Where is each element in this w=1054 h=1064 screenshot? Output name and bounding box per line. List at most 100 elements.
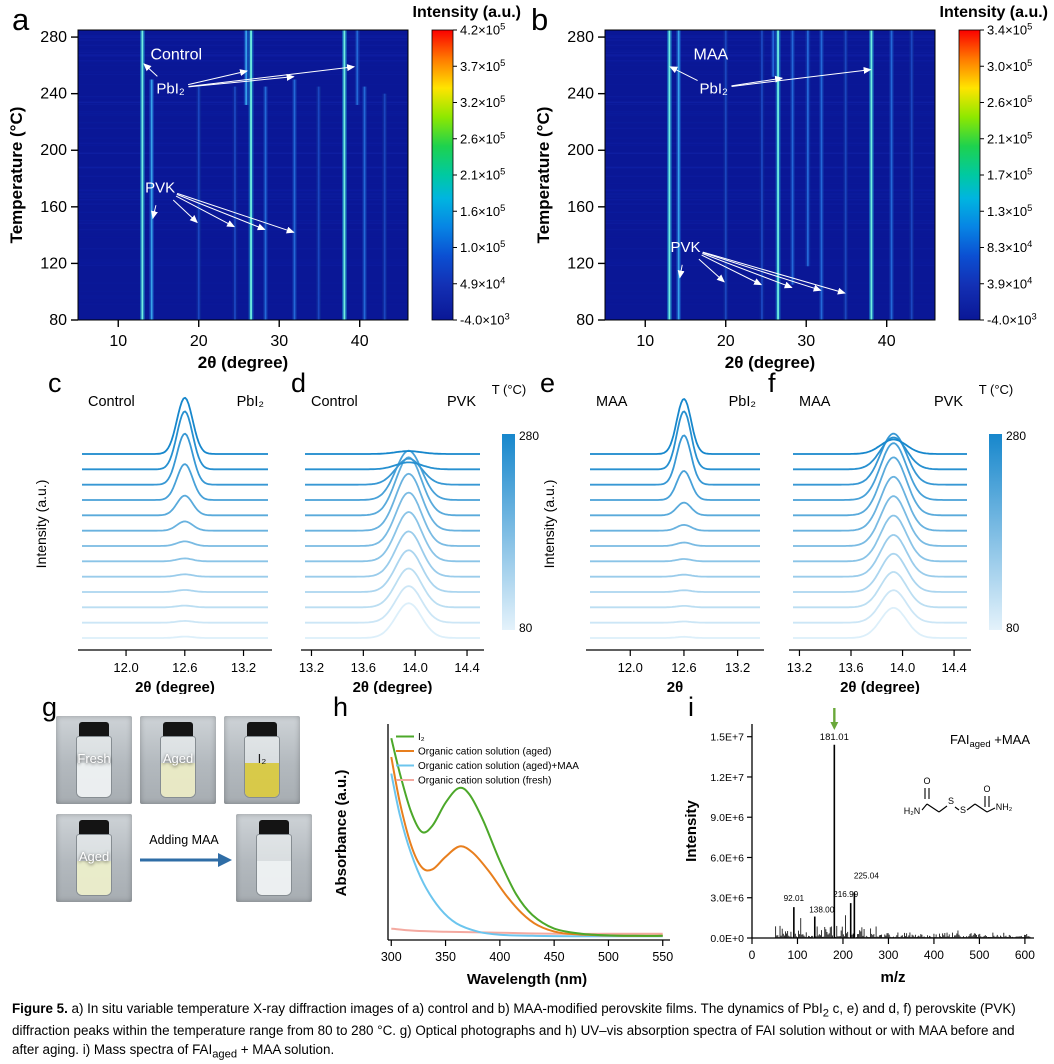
photo-label-aged: Aged xyxy=(162,751,194,767)
xrd-curve xyxy=(305,530,480,578)
y-tick-label: 280 xyxy=(40,29,67,46)
annotation-arrow xyxy=(731,75,784,87)
panel-letter-c: c xyxy=(48,368,62,398)
diffraction-line xyxy=(234,86,236,321)
vial-cap xyxy=(79,722,109,737)
x-tick-label: 40 xyxy=(351,333,369,350)
x-tick-label: 350 xyxy=(435,950,456,964)
diffraction-line xyxy=(844,30,847,320)
colorbar-tick-label: 8.3×104 xyxy=(987,239,1032,255)
xrd-curve xyxy=(793,571,967,609)
legend-label: Organic cation solution (aged) xyxy=(418,747,551,758)
caption-text-2: c, e) and d, f) perovskite (PVK) diffrac… xyxy=(12,1001,1016,1057)
annotation-label: PVK xyxy=(145,180,175,197)
diffraction-line xyxy=(141,30,144,320)
stack-control-pbi2-panel: 12.0 12.6 13.2 2θ (degree) Control PbI₂ Intens… xyxy=(30,378,275,694)
y-axis-label: Absorbance (a.u.) xyxy=(333,770,350,897)
xrd-curve xyxy=(590,541,760,547)
svg-text:O: O xyxy=(923,776,930,786)
xrd-curve xyxy=(82,604,268,609)
xrd-curve xyxy=(82,635,268,639)
photo-i2-vial: I₂ xyxy=(224,716,300,804)
colorbar-tick-label: -4.0×103 xyxy=(987,312,1037,328)
diffraction-line xyxy=(761,30,763,320)
heatmap-plot-area xyxy=(78,30,408,320)
legend-label: I₂ xyxy=(418,732,425,743)
vial-cap xyxy=(247,722,277,737)
figure-caption: Figure 5. a) In situ variable temperatur… xyxy=(12,1000,1044,1063)
annotation-arrow xyxy=(677,264,685,279)
xrd-curve xyxy=(793,495,967,547)
x-tick-label: 400 xyxy=(924,948,944,962)
sample-label: Control xyxy=(311,394,358,410)
caption-sub-2: aged xyxy=(212,1048,238,1061)
xrd-curve xyxy=(793,438,967,455)
annotation-arrow xyxy=(175,195,236,228)
panel-letter-f: f xyxy=(768,368,776,398)
caption-text-1: a) In situ variable temperature X-ray di… xyxy=(67,1001,823,1016)
xrd-curve xyxy=(305,491,480,547)
sample-label: MAA xyxy=(799,394,831,410)
colorbar-title: T (°C) xyxy=(979,382,1014,397)
photo-label-fresh: Fresh xyxy=(77,751,111,767)
xrd-curve xyxy=(590,434,760,486)
phase-label: PVK xyxy=(447,394,476,410)
diffraction-line xyxy=(724,30,727,320)
annotation-arrow xyxy=(188,64,356,88)
condition-label: Control xyxy=(150,47,202,64)
diffraction-line xyxy=(363,86,366,321)
xrd-curve xyxy=(793,475,967,532)
legend-label: Organic cation solution (aged)+MAA xyxy=(418,761,579,772)
y-tick-label: 1.2E+7 xyxy=(710,772,744,784)
y-tick-label: 280 xyxy=(567,29,594,46)
heatmap-maa-panel: 10 20 30 40 80 120 160 200 240 280 2θ (degree) Temp… xyxy=(527,0,1054,378)
xrd-curve xyxy=(82,620,268,624)
annotation-label: PVK xyxy=(670,239,700,256)
x-tick-label: 450 xyxy=(544,950,565,964)
xrd-curve xyxy=(82,463,268,501)
optical-photos-panel: Fresh Aged I₂ Aged Adding MAA xyxy=(36,702,328,978)
photo-label-aged2: Aged xyxy=(78,849,110,865)
vial-cap xyxy=(259,820,289,835)
mass-spectrum-svg: 0.0E+0 3.0E+6 6.0E+6 9.0E+6 1.2E+7 1.5E+7 0 100… xyxy=(683,708,1035,986)
peak-arrow-head xyxy=(830,722,839,730)
annotation-arrow xyxy=(669,66,698,82)
svg-text:O: O xyxy=(983,784,990,794)
annotation-arrow xyxy=(702,251,846,295)
colorbar-bottom-label: 80 xyxy=(519,621,533,635)
colorbar-tick-label: 1.6×105 xyxy=(460,203,505,219)
molecule-structure-icon: H₂N O SS O NH₂ xyxy=(904,776,1013,816)
diffraction-line xyxy=(668,30,671,320)
annotation-arrow xyxy=(702,252,822,292)
xrd-curve xyxy=(305,456,480,517)
xrd-curve xyxy=(590,524,760,532)
x-tick-label: 300 xyxy=(878,948,898,962)
x-tick-label: 500 xyxy=(969,948,989,962)
y-tick-label: 1.5E+7 xyxy=(710,732,744,744)
xrd-curve xyxy=(305,457,480,486)
heatmap-plot-area xyxy=(605,30,935,320)
xrd-stack-control-pvk-svg: 13.2 13.6 14.0 14.4 2θ (degree) Control PVK T (… xyxy=(299,382,540,694)
uvvis-spectra-svg: 300 350 400 450 500 550 Wavelength (nm) Absorba… xyxy=(333,724,673,988)
diffraction-line xyxy=(677,30,680,320)
heatmap-control-panel: 10 20 30 40 80 120 160 200 240 280 2θ (degree) Temp… xyxy=(0,0,527,378)
vial xyxy=(74,722,114,800)
colorbar-top-label: 280 xyxy=(519,429,539,443)
y-tick-label: 160 xyxy=(40,199,67,216)
x-axis-label: 2θ (degree) xyxy=(725,353,815,372)
xrd-curve xyxy=(305,449,480,501)
diffraction-line xyxy=(293,79,296,320)
colorbar-tick-label: 3.9×104 xyxy=(987,275,1032,291)
vial-body xyxy=(244,736,280,798)
caption-label: Figure 5. xyxy=(12,1001,68,1016)
vial-cap xyxy=(163,722,193,737)
photo-aged-vial: Aged xyxy=(140,716,216,804)
intensity-colorbar xyxy=(431,29,454,321)
colorbar-tick-label: 4.9×104 xyxy=(460,275,505,291)
xrd-curve xyxy=(82,520,268,532)
diffraction-line xyxy=(890,30,893,320)
diffraction-line xyxy=(777,30,779,320)
colorbar-tick-label: 3.4×105 xyxy=(987,22,1032,38)
xrd-curve xyxy=(82,396,268,455)
vial-cap xyxy=(79,820,109,835)
